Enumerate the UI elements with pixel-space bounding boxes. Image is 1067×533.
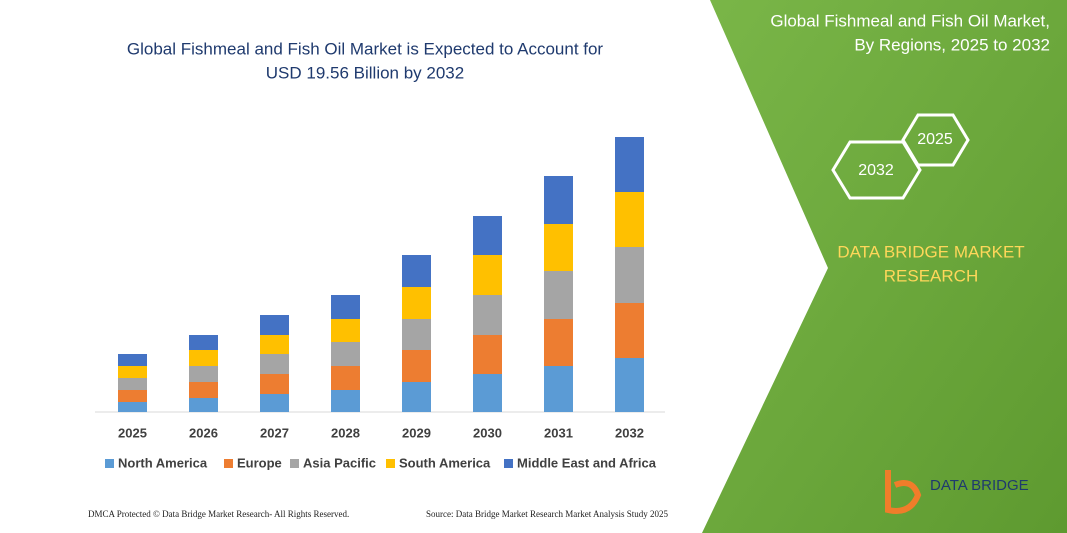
legend-label: North America	[118, 455, 208, 470]
bar-segment	[260, 354, 289, 374]
bar-segment	[402, 382, 431, 412]
legend-swatch	[105, 459, 114, 468]
panel-title: Global Fishmeal and Fish Oil Market,	[770, 11, 1050, 30]
bar-segment	[260, 374, 289, 394]
hexagon	[831, 140, 922, 200]
bar-segment	[331, 319, 360, 342]
footer-left: DMCA Protected © Data Bridge Market Rese…	[88, 509, 349, 519]
x-tick-label: 2032	[615, 425, 644, 440]
bar-segment	[402, 350, 431, 382]
bar-segment	[260, 394, 289, 412]
hexagon-label: 2032	[858, 162, 894, 179]
bar-segment	[118, 366, 147, 378]
bar-segment	[402, 319, 431, 350]
x-tick-label: 2027	[260, 425, 289, 440]
logo-text: DATA BRIDGE	[930, 477, 1029, 494]
chart-title: USD 19.56 Billion by 2032	[266, 63, 464, 82]
bar-segment	[615, 137, 644, 192]
bar-segment	[615, 303, 644, 358]
bar-segment	[189, 350, 218, 366]
legend-label: Middle East and Africa	[517, 455, 657, 470]
bar-segment	[331, 390, 360, 412]
bar-segment	[189, 335, 218, 350]
bar-segment	[473, 216, 502, 255]
brand: RESEARCH	[884, 266, 978, 285]
bar-segment	[615, 192, 644, 247]
bar-segment	[189, 366, 218, 382]
x-tick-label: 2029	[402, 425, 431, 440]
bar-segment	[189, 398, 218, 412]
brand: DATA BRIDGE MARKET	[837, 242, 1024, 261]
x-tick-label: 2025	[118, 425, 147, 440]
bar-segment	[331, 366, 360, 390]
bar-segment	[118, 390, 147, 402]
bar-segment	[544, 176, 573, 224]
bar-segment	[189, 382, 218, 398]
legend-label: Asia Pacific	[303, 455, 376, 470]
x-tick-label: 2026	[189, 425, 218, 440]
bar-segment	[118, 402, 147, 412]
bar-segment	[402, 287, 431, 319]
bar-segment	[118, 378, 147, 390]
logo-icon	[885, 470, 922, 514]
bar-segment	[473, 374, 502, 412]
bar-segment	[260, 315, 289, 335]
x-tick-label: 2031	[544, 425, 573, 440]
bar-segment	[473, 295, 502, 335]
legend-label: Europe	[237, 455, 282, 470]
bar-segment	[331, 342, 360, 366]
bar-segment	[544, 319, 573, 366]
x-tick-label: 2028	[331, 425, 360, 440]
legend-swatch	[504, 459, 513, 468]
bar-segment	[615, 358, 644, 412]
bar-segment	[615, 247, 644, 303]
legend-swatch	[386, 459, 395, 468]
bar-segment	[260, 335, 289, 354]
bar-segment	[473, 255, 502, 295]
x-tick-label: 2030	[473, 425, 502, 440]
footer-right: Source: Data Bridge Market Research Mark…	[426, 509, 668, 519]
panel-title: By Regions, 2025 to 2032	[854, 35, 1050, 54]
hexagon-label: 2025	[917, 131, 953, 148]
bar-segment	[544, 271, 573, 319]
green-panel	[702, 0, 1067, 533]
bar-segment	[118, 354, 147, 366]
chart-title: Global Fishmeal and Fish Oil Market is E…	[127, 39, 604, 58]
legend-label: South America	[399, 455, 491, 470]
bar-segment	[544, 224, 573, 271]
bar-segment	[331, 295, 360, 319]
legend-swatch	[224, 459, 233, 468]
bar-segment	[473, 335, 502, 374]
bar-segment	[544, 366, 573, 412]
legend-swatch	[290, 459, 299, 468]
bar-segment	[402, 255, 431, 287]
